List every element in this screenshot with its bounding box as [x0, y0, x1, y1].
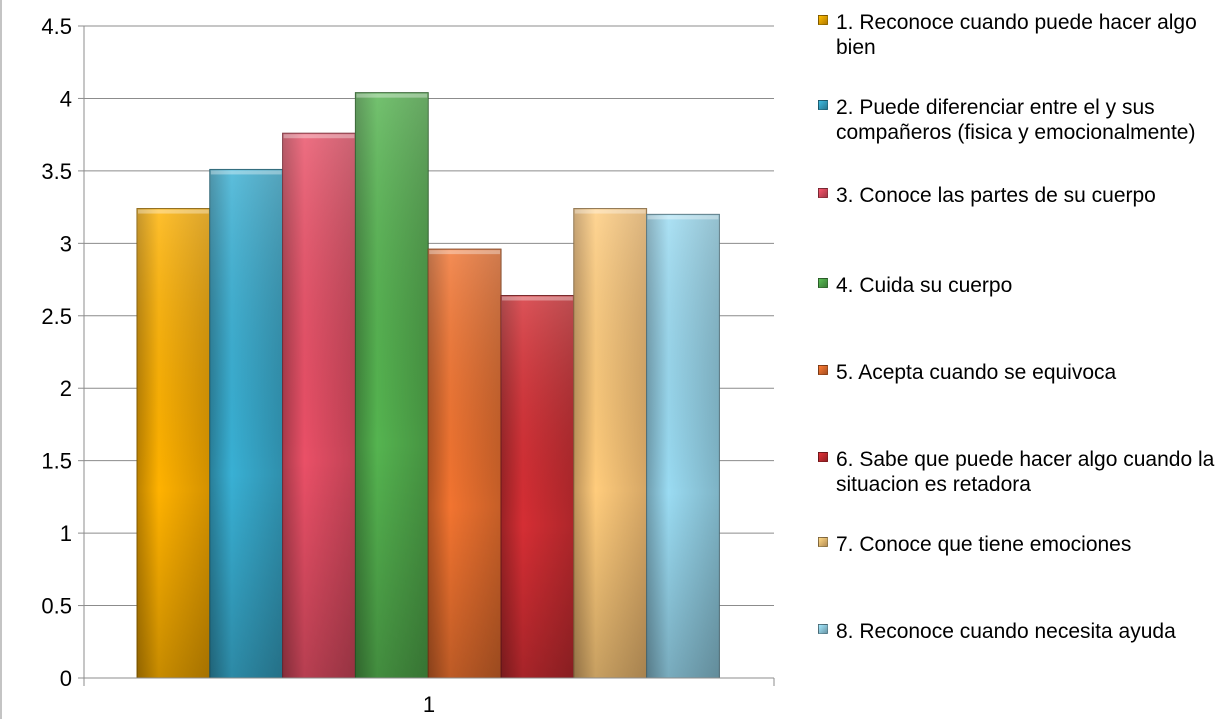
y-tick-label: 4.5	[41, 14, 72, 39]
y-tick-label: 1.5	[41, 449, 72, 474]
bar-8	[646, 213, 720, 679]
bar-2	[209, 168, 284, 679]
bar-6	[500, 294, 575, 679]
y-tick-label: 3	[60, 231, 72, 256]
y-tick-label: 1	[60, 521, 72, 546]
bar-4	[354, 92, 429, 679]
y-tick-label: 2	[60, 376, 72, 401]
x-tick-label: 1	[423, 692, 435, 717]
y-tick-label: 0.5	[41, 594, 72, 619]
y-tick-label: 2.5	[41, 304, 72, 329]
y-tick-label: 4	[60, 86, 72, 111]
y-tick-label: 3.5	[41, 159, 72, 184]
bar-5	[427, 248, 502, 679]
bar-1	[136, 208, 211, 679]
bar-3	[282, 132, 356, 679]
bar-7	[573, 208, 648, 679]
y-tick-label: 0	[60, 666, 72, 691]
